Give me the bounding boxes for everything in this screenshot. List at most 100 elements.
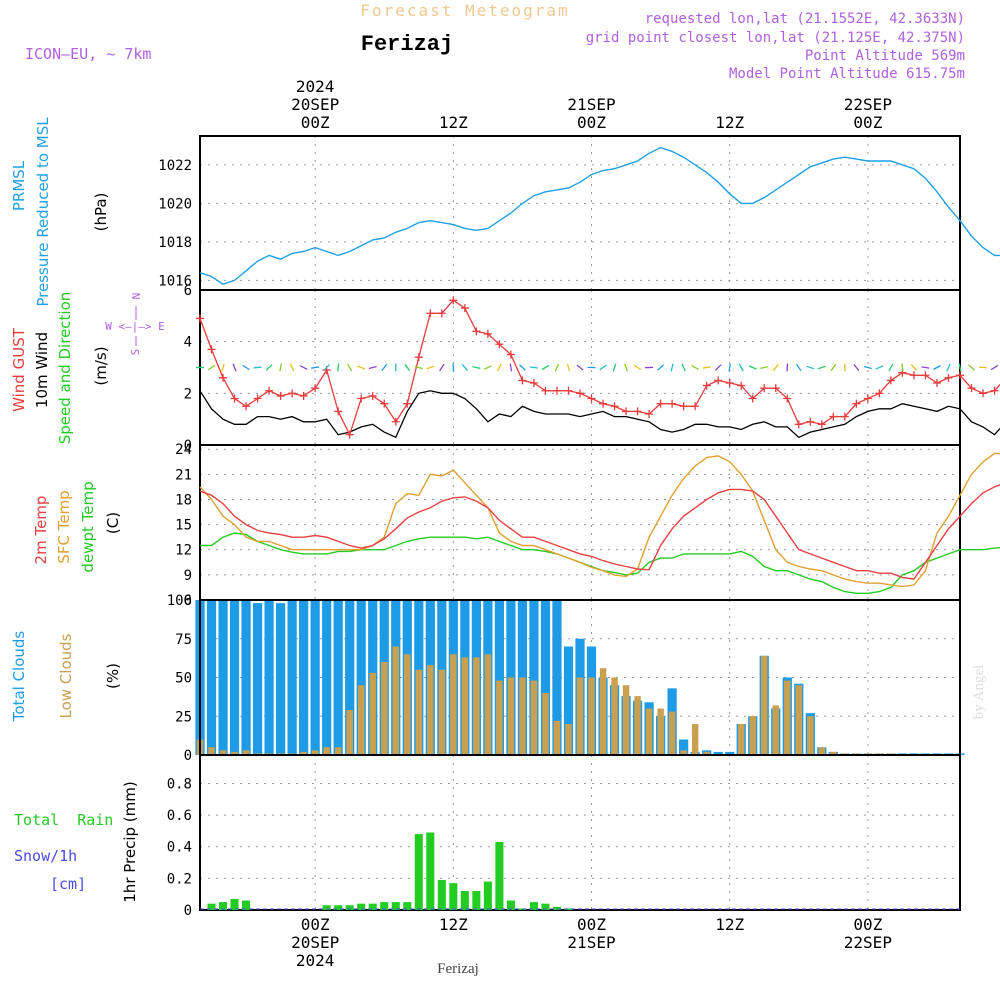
- wind-direction-arrow: [806, 365, 815, 370]
- total-clouds-bar: [310, 600, 320, 755]
- total-clouds-bar: [356, 600, 366, 755]
- low-clouds-bar: [565, 724, 572, 755]
- wind-direction-arrow: [978, 366, 988, 369]
- gust-marker: [863, 394, 872, 403]
- gust-line: [199, 299, 1000, 437]
- bottom-time-label: 20SEP: [291, 933, 339, 952]
- wind-direction-arrow: [483, 365, 492, 370]
- total-rain-label: Total Rain: [14, 811, 113, 829]
- wind-direction-arrow: [853, 363, 860, 372]
- panel-frame: [199, 135, 961, 291]
- wind-10m-label: 10m Wind: [33, 332, 51, 408]
- gust-marker: [414, 353, 423, 362]
- y-tick-label: 1020: [158, 196, 192, 212]
- wind-compass-icon: N W <—|—> E S: [105, 293, 165, 356]
- total-clouds-bar: [276, 603, 286, 755]
- gust-marker: [207, 345, 216, 354]
- rain-bar: [380, 902, 389, 910]
- wind-direction-arrow: [691, 364, 699, 371]
- wind-direction-arrow: [760, 365, 769, 370]
- total-clouds-bar: [529, 600, 539, 755]
- low-clouds-bar: [334, 747, 342, 755]
- gust-marker: [552, 386, 561, 395]
- gust-marker: [541, 386, 550, 395]
- sfc-temp-label: SFC Temp: [55, 490, 73, 563]
- bottom-time-label: 12Z: [439, 915, 468, 934]
- bottom-time-label: 12Z: [715, 915, 744, 934]
- y-tick-label: 1022: [158, 158, 192, 174]
- wind-direction-arrow: [946, 363, 951, 372]
- low-clouds-bar: [450, 654, 457, 755]
- gust-marker: [357, 394, 366, 403]
- rain-bar: [426, 832, 435, 910]
- wind-direction-arrow: [796, 363, 802, 372]
- y-tick-label: 18: [175, 492, 192, 508]
- gust-marker: [806, 417, 815, 426]
- top-time-label: 2024: [296, 77, 335, 96]
- y-tick-label: 21: [175, 467, 192, 483]
- temp2m-label: 2m Temp: [32, 496, 50, 565]
- sfc-temp-line: [199, 452, 1000, 588]
- gust-marker: [691, 402, 700, 411]
- total-clouds-bar: [322, 600, 332, 755]
- y-tick-label: 24: [175, 442, 192, 458]
- wind-direction-arrow: [968, 364, 975, 371]
- low-clouds-bar: [404, 654, 411, 755]
- wind-direction-arrow: [990, 364, 999, 371]
- rain-bar: [391, 902, 400, 910]
- low-clouds-bar: [473, 657, 480, 755]
- gust-marker: [875, 389, 884, 398]
- y-tick-label: 9: [184, 568, 192, 584]
- temp-unit: (C): [104, 512, 122, 534]
- clouds-panel: 0 25 50 75 100: [167, 593, 965, 764]
- low-clouds-bar: [737, 724, 745, 755]
- wind-direction-arrow: [232, 363, 237, 372]
- total-clouds-bar: [494, 600, 504, 755]
- rain-bar: [322, 905, 331, 910]
- wind-direction-arrow: [830, 363, 837, 372]
- total-clouds-bar: [264, 600, 274, 755]
- wind-direction-arrow: [702, 366, 711, 369]
- gust-marker: [760, 384, 769, 393]
- wind-direction-arrow: [323, 364, 330, 371]
- low-clouds-bar: [703, 751, 710, 755]
- gust-marker: [656, 399, 665, 408]
- gust-marker: [576, 389, 584, 398]
- gust-marker: [645, 410, 654, 418]
- dewpt-line: [200, 532, 1000, 594]
- precip-panel: 0 0.2 0.4 0.6 0.8: [167, 754, 961, 919]
- rain-bar: [230, 898, 239, 910]
- temp2m-line: [199, 484, 1000, 580]
- low-clouds-bar: [231, 751, 238, 755]
- low-clouds-bar: [415, 669, 423, 755]
- low-clouds-bar: [507, 677, 515, 755]
- precip-ylabel: 1hr Precip (mm): [121, 781, 139, 902]
- wind-direction-arrow: [875, 365, 884, 370]
- gust-marker: [529, 379, 538, 387]
- low-clouds-bar: [818, 747, 826, 755]
- rain-bar: [552, 906, 561, 910]
- wind-direction-arrow: [612, 363, 617, 372]
- gust-marker: [403, 399, 412, 408]
- bottom-time-label: 22SEP: [844, 933, 892, 952]
- wind-direction-arrow: [910, 364, 918, 371]
- low-clouds-bar: [761, 655, 768, 755]
- total-clouds-bar: [206, 600, 217, 755]
- rain-bar: [460, 891, 469, 910]
- bottom-time-label: 21SEP: [567, 933, 615, 952]
- bottom-time-label: 00Z: [301, 915, 330, 934]
- rain-bar: [437, 879, 446, 910]
- low-clouds-bar: [242, 750, 250, 755]
- wind-direction-arrow: [554, 363, 560, 372]
- top-time-label: 20SEP: [291, 95, 339, 114]
- wind-direction-arrow: [337, 363, 340, 372]
- wind-speed-line: [199, 390, 1000, 439]
- top-time-label: 12Z: [439, 113, 468, 132]
- model-point-altitude: Model Point Altitude 615.75m: [729, 66, 965, 82]
- gust-marker: [299, 391, 308, 400]
- low-clouds-bar: [830, 751, 837, 755]
- wind-direction-arrow: [311, 366, 320, 369]
- low-clouds-bar: [369, 672, 376, 755]
- gust-marker: [921, 371, 930, 380]
- footer-location: Ferizaj: [437, 961, 479, 977]
